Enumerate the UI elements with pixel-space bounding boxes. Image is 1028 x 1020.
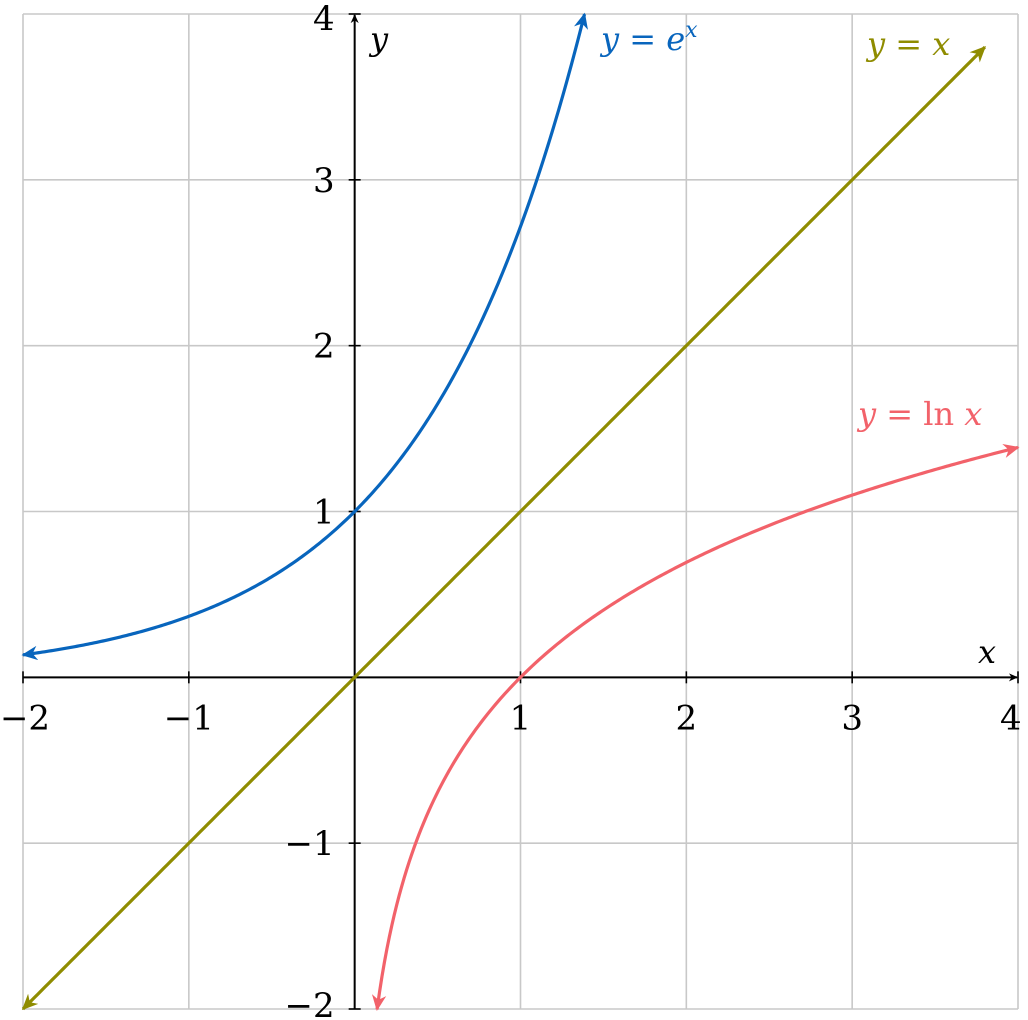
y-axis-label: y <box>368 20 389 58</box>
y-tick-label: 2 <box>313 327 335 367</box>
series-line-exp <box>21 12 588 661</box>
x-tick-label: −2 <box>0 698 50 738</box>
series-label-exp: y = ex <box>599 18 698 58</box>
series-curves <box>21 12 1020 1011</box>
series-label-ln: y = ln x <box>856 395 982 433</box>
y-tick-label: 4 <box>313 0 335 39</box>
series-line-ln <box>371 443 1020 1011</box>
series-line-identity <box>21 46 986 1011</box>
y-tick-label: 3 <box>313 161 335 201</box>
x-tick-label: 3 <box>841 698 863 738</box>
y-tick-label: −1 <box>285 824 335 864</box>
x-tick-label: 1 <box>510 698 532 738</box>
x-tick-label: 2 <box>676 698 698 738</box>
x-tick-label: −1 <box>164 698 214 738</box>
series-label-identity: y = x <box>865 25 950 63</box>
y-tick-label: 1 <box>313 493 335 533</box>
x-tick-label: 4 <box>1000 698 1022 738</box>
x-axis-label: x <box>978 633 996 671</box>
y-tick-label: −2 <box>285 986 335 1020</box>
